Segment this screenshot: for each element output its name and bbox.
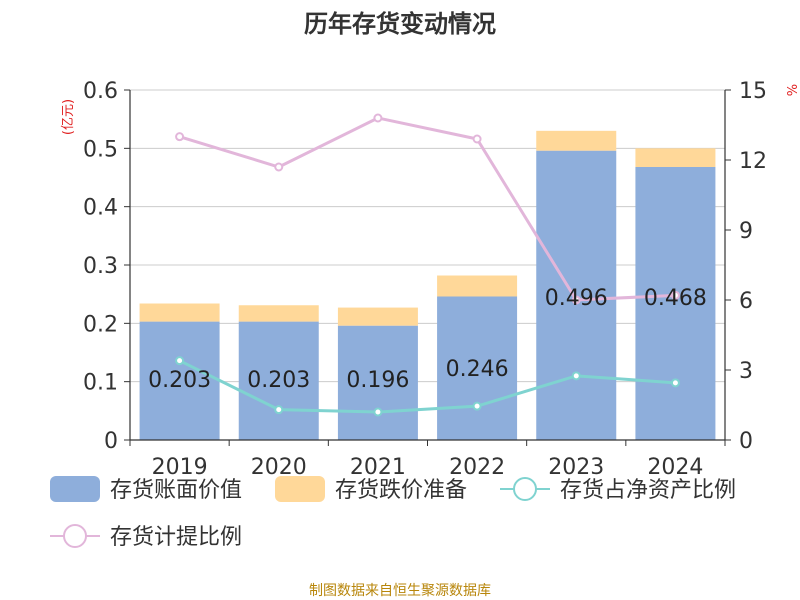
left-tick-label: 0.2 [83, 312, 118, 337]
left-tick-label: 0.3 [83, 254, 118, 279]
x-tick-label: 2023 [548, 455, 604, 480]
legend-label: 存货跌价准备 [335, 478, 467, 503]
left-tick-label: 0.5 [83, 137, 118, 162]
line-point [472, 134, 482, 144]
chart-title: 历年存货变动情况 [304, 10, 496, 38]
line-point [175, 132, 185, 142]
bar-reserve [635, 148, 716, 167]
line-point [472, 401, 482, 411]
x-tick-label: 2022 [449, 455, 505, 480]
right-axis-unit: % [786, 84, 800, 96]
x-tick-label: 2024 [647, 455, 703, 480]
bar-data-label: 0.246 [446, 357, 509, 382]
bar-reserve [139, 303, 220, 322]
line-point [670, 290, 680, 300]
line-point [670, 378, 680, 388]
line-point [373, 113, 383, 123]
right-tick-label: 9 [739, 219, 753, 244]
line-point [274, 405, 284, 415]
line-series-2 [179, 116, 676, 302]
line-series-1 [178, 359, 676, 414]
bar-data-label: 0.496 [545, 286, 608, 311]
bar-data-label: 0.468 [644, 286, 707, 311]
x-tick-label: 2019 [152, 455, 208, 480]
bar-reserve [337, 307, 418, 326]
left-tick-label: 0.6 [83, 79, 118, 104]
line-point [274, 162, 284, 172]
bar-book-value [635, 167, 716, 440]
bar-data-label: 0.203 [247, 368, 310, 393]
bar-data-label: 0.196 [346, 368, 409, 393]
source-note: 制图数据来自恒生聚源数据库 [309, 583, 491, 599]
line-point [571, 371, 581, 381]
right-tick-label: 3 [739, 359, 753, 384]
bar-reserve [238, 305, 319, 322]
left-tick-label: 0 [104, 429, 118, 454]
legend-marker [63, 524, 87, 548]
right-tick-label: 0 [739, 429, 753, 454]
line-point [373, 407, 383, 417]
right-tick-label: 15 [739, 79, 767, 104]
legend-marker [513, 477, 537, 501]
legend-label: 存货占净资产比例 [560, 478, 736, 503]
bar-reserve [437, 275, 518, 297]
legend-swatch [50, 476, 100, 502]
bar-data-label: 0.203 [148, 368, 211, 393]
line-point [175, 356, 185, 366]
left-tick-label: 0.1 [83, 371, 118, 396]
bar-book-value [238, 321, 319, 440]
legend-label: 存货账面价值 [110, 478, 242, 503]
left-axis-unit: (亿元) [61, 99, 76, 135]
bar-book-value [437, 296, 518, 440]
legend-swatch [275, 476, 325, 502]
line-point [571, 295, 581, 305]
right-tick-label: 12 [739, 149, 767, 174]
bar-reserve [536, 130, 617, 151]
bar-book-value [536, 150, 617, 440]
right-tick-label: 6 [739, 289, 753, 314]
bar-book-value [337, 325, 418, 440]
x-tick-label: 2020 [251, 455, 307, 480]
x-tick-label: 2021 [350, 455, 406, 480]
left-tick-label: 0.4 [83, 196, 118, 221]
bar-book-value [139, 321, 220, 440]
legend-label: 存货计提比例 [110, 525, 242, 550]
